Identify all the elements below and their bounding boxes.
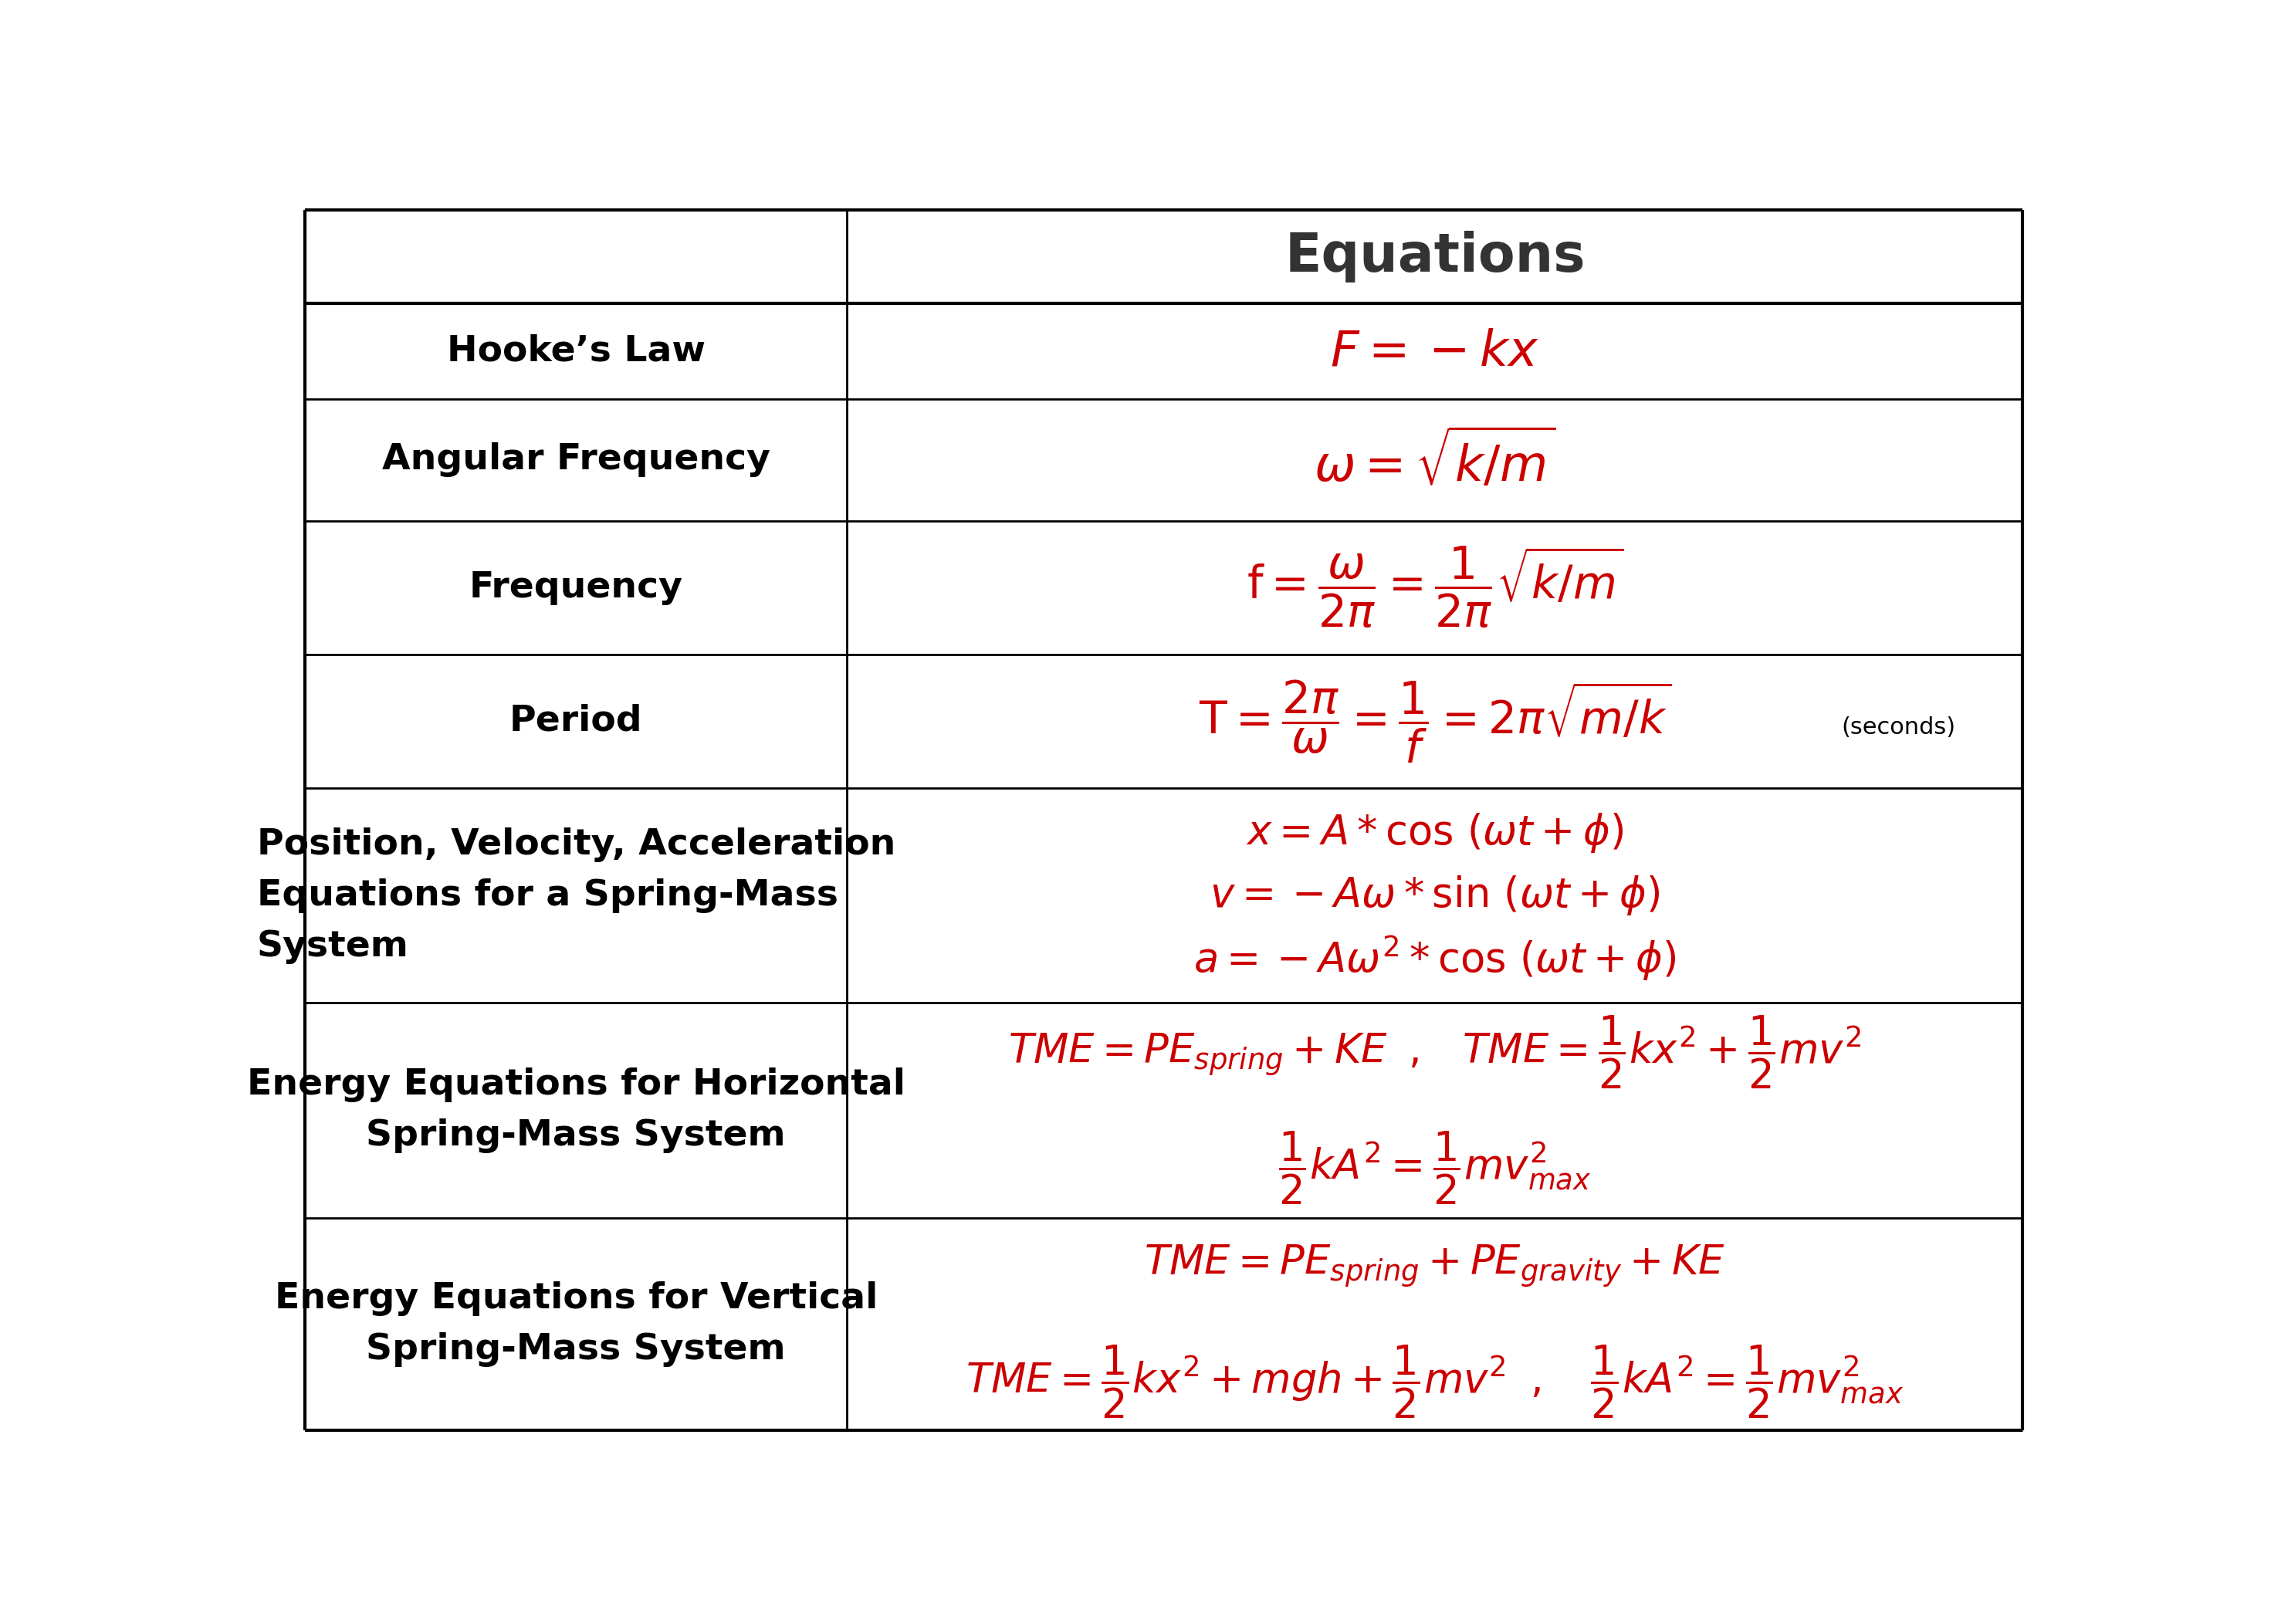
Text: $\dfrac{1}{2}kA^2 = \dfrac{1}{2}mv_{max}^2$: $\dfrac{1}{2}kA^2 = \dfrac{1}{2}mv_{max}…: [1279, 1130, 1592, 1207]
Text: $TME = PE_{spring} + PE_{gravity} + KE$: $TME = PE_{spring} + PE_{gravity} + KE$: [1145, 1244, 1726, 1289]
Text: $a = -A\omega^2 * \cos\,(\omega t + \phi)$: $a = -A\omega^2 * \cos\,(\omega t + \phi…: [1195, 934, 1676, 983]
Text: Angular Frequency: Angular Frequency: [382, 442, 770, 477]
Text: Energy Equations for Horizontal
Spring-Mass System: Energy Equations for Horizontal Spring-M…: [248, 1067, 906, 1153]
Text: Energy Equations for Vertical
Spring-Mass System: Energy Equations for Vertical Spring-Mas…: [275, 1281, 877, 1367]
Text: $TME = PE_{spring} + KE\;\;,\;\;\;TME = \dfrac{1}{2}kx^2 + \dfrac{1}{2}mv^2$: $TME = PE_{spring} + KE\;\;,\;\;\;TME = …: [1008, 1013, 1862, 1091]
Text: $TME = \dfrac{1}{2}kx^2 + mgh + \dfrac{1}{2}mv^2\;\;,\quad\dfrac{1}{2}kA^2 = \df: $TME = \dfrac{1}{2}kx^2 + mgh + \dfrac{1…: [965, 1343, 1903, 1419]
Text: Period: Period: [509, 703, 643, 739]
Text: $\mathrm{f} = \dfrac{\omega}{2\pi} = \dfrac{1}{2\pi}\sqrt{k/m}$: $\mathrm{f} = \dfrac{\omega}{2\pi} = \df…: [1247, 546, 1624, 630]
Text: Position, Velocity, Acceleration
Equations for a Spring-Mass
System: Position, Velocity, Acceleration Equatio…: [257, 827, 895, 963]
Text: $v = -A\omega * \sin\,(\omega t + \phi)$: $v = -A\omega * \sin\,(\omega t + \phi)$: [1210, 874, 1660, 918]
Text: $F = -kx$: $F = -kx$: [1331, 328, 1540, 375]
Text: $\omega = \sqrt{k/m}$: $\omega = \sqrt{k/m}$: [1315, 427, 1556, 492]
Text: $\mathrm{T} = \dfrac{2\pi}{\omega} = \dfrac{1}{f} = 2\pi\sqrt{m/k}$: $\mathrm{T} = \dfrac{2\pi}{\omega} = \df…: [1199, 677, 1671, 765]
Text: (seconds): (seconds): [1842, 716, 1955, 739]
Text: $x = A * \cos\,(\omega t + \phi)$: $x = A * \cos\,(\omega t + \phi)$: [1247, 812, 1624, 854]
Text: Hooke’s Law: Hooke’s Law: [447, 335, 706, 369]
Text: Frequency: Frequency: [470, 570, 684, 606]
Text: Equations: Equations: [1285, 231, 1585, 283]
